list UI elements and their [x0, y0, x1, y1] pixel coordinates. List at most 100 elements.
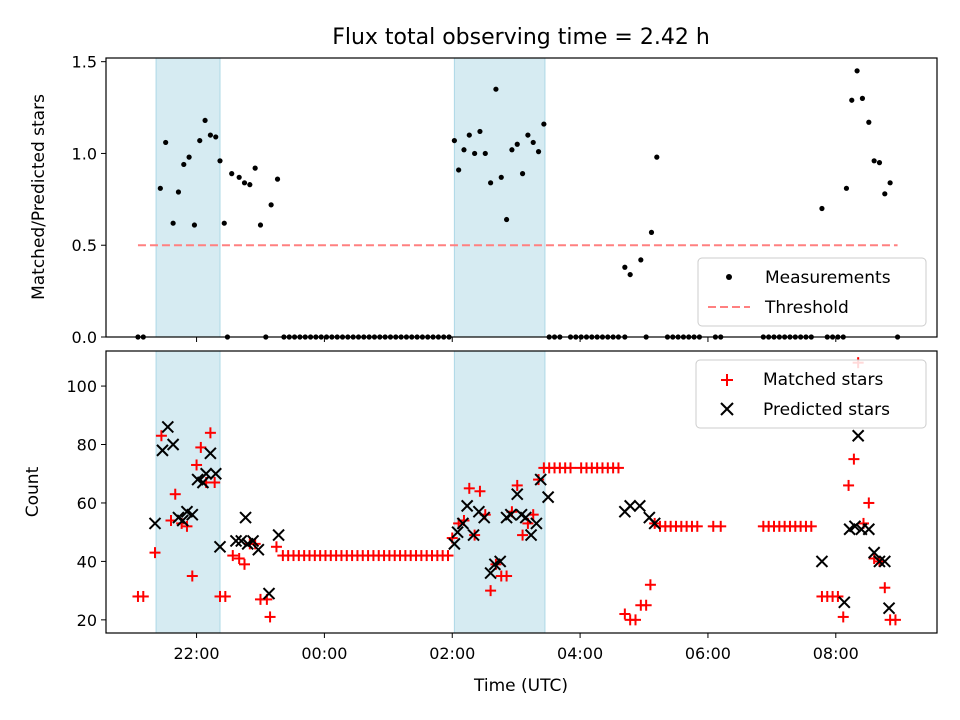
measurement-point: [887, 180, 893, 186]
matched-star-point: [565, 462, 577, 474]
predicted-star-point: [878, 555, 892, 568]
predicted-star-stroke-b: [209, 467, 222, 480]
matched-star-point: [511, 479, 523, 491]
predicted-star-stroke-b: [873, 555, 886, 568]
matched-star-point: [619, 608, 631, 620]
predicted-star-stroke-b: [191, 473, 204, 486]
bottom-data-layer: [132, 357, 901, 626]
predicted-star-stroke-b: [456, 517, 470, 530]
x-tick-label: 02:00: [429, 644, 475, 663]
measurement-point: [451, 137, 457, 144]
measurement-point: [466, 132, 472, 138]
measurement-point: [482, 150, 488, 157]
measurement-point: [638, 257, 644, 263]
predicted-star-point: [534, 473, 547, 486]
predicted-star-stroke-b: [878, 555, 892, 568]
measurement-point: [849, 97, 855, 103]
measurement-point: [252, 165, 258, 171]
matched-star-point: [843, 479, 855, 491]
matched-star-point: [644, 579, 656, 591]
top-axes-layer: 0.0 0.5 1.0 1.5: [72, 53, 837, 347]
predicted-star-point: [504, 508, 518, 521]
matched-star-point: [879, 582, 891, 594]
predicted-star-stroke-b: [648, 517, 661, 530]
predicted-star-stroke-b: [484, 566, 497, 580]
predicted-star-point: [530, 517, 543, 530]
predicted-star-point: [213, 540, 227, 553]
bottom-y-axis-label: Count: [23, 466, 43, 517]
measurement-point: [472, 150, 478, 157]
measurement-point: [241, 180, 248, 186]
matched-star-point: [155, 430, 167, 442]
x-axis-label: Time (UTC): [473, 676, 568, 696]
predicted-star-stroke-b: [848, 520, 862, 533]
predicted-star-point: [493, 555, 507, 568]
measurement-point: [197, 137, 203, 144]
measurement-point: [191, 222, 198, 228]
matched-star-point: [209, 477, 221, 489]
predicted-star-point: [448, 537, 461, 551]
measurement-point: [274, 176, 281, 182]
matched-star-point: [463, 482, 475, 494]
measurement-point: [268, 202, 274, 208]
predicted-star-stroke-b: [161, 420, 174, 434]
predicted-star-stroke-b: [511, 487, 524, 501]
predicted-star-point: [867, 546, 881, 559]
measurement-point: [854, 68, 860, 74]
predicted-star-stroke-b: [235, 534, 248, 548]
predicted-star-point: [882, 601, 896, 615]
matched-star-point: [805, 520, 817, 532]
top-plot-frame: [105, 57, 938, 338]
predicted-star-stroke-b: [156, 444, 169, 457]
predicted-star-point: [848, 520, 862, 533]
measurement-point: [456, 167, 462, 173]
predicted-star-point: [196, 476, 210, 489]
top-y-tick-label: 1.0: [72, 144, 97, 163]
matched-star-point: [889, 614, 901, 626]
predicted-star-stroke-b: [451, 525, 464, 539]
measurement-point: [819, 205, 825, 212]
bottom-y-tick-label: 60: [77, 494, 97, 513]
predicted-star-stroke-b: [519, 511, 532, 524]
predicted-star-point: [209, 467, 222, 480]
bottom-legend: Matched stars Predicted stars: [695, 359, 927, 429]
predicted-star-point: [484, 566, 497, 580]
bottom-legend-box: [695, 359, 927, 429]
legend-measurements-marker: [726, 274, 732, 280]
measurement-point: [859, 95, 866, 101]
measurement-point: [535, 149, 542, 155]
predicted-star-stroke-b: [815, 555, 829, 568]
legend-predicted-marker: [720, 402, 734, 416]
predicted-star-point: [156, 444, 169, 457]
top-shaded-interval: [155, 57, 221, 338]
top-title: Flux total observing time = 2.42 h: [332, 25, 710, 50]
predicted-star-point: [873, 555, 886, 568]
bottom-y-tick-label: 20: [77, 611, 97, 630]
predicted-star-point: [272, 528, 285, 542]
matched-star-point: [629, 614, 641, 626]
measurement-point: [186, 154, 192, 160]
predicted-star-point: [851, 429, 865, 442]
matched-star-point: [691, 520, 703, 532]
predicted-star-stroke-b: [623, 499, 637, 513]
measurement-point: [181, 161, 187, 168]
matched-star-point: [442, 550, 454, 562]
measurement-point: [202, 117, 208, 124]
legend-threshold-label: Threshold: [764, 298, 849, 318]
measurement-point: [221, 220, 227, 226]
measurement-point: [622, 264, 628, 270]
legend-measurements-label: Measurements: [765, 268, 891, 288]
measurement-point: [648, 229, 655, 235]
measurement-point: [627, 271, 633, 278]
predicted-star-stroke-b: [448, 537, 461, 551]
predicted-star-stroke-b: [229, 534, 243, 548]
measurement-point: [488, 180, 494, 186]
matched-star-point: [517, 529, 529, 541]
predicted-star-stroke-b: [186, 508, 199, 521]
measurement-point: [170, 220, 176, 226]
predicted-star-stroke-b: [882, 601, 896, 615]
measurement-point: [843, 185, 850, 191]
predicted-star-stroke-b: [467, 528, 480, 542]
matched-star-point: [270, 541, 282, 553]
